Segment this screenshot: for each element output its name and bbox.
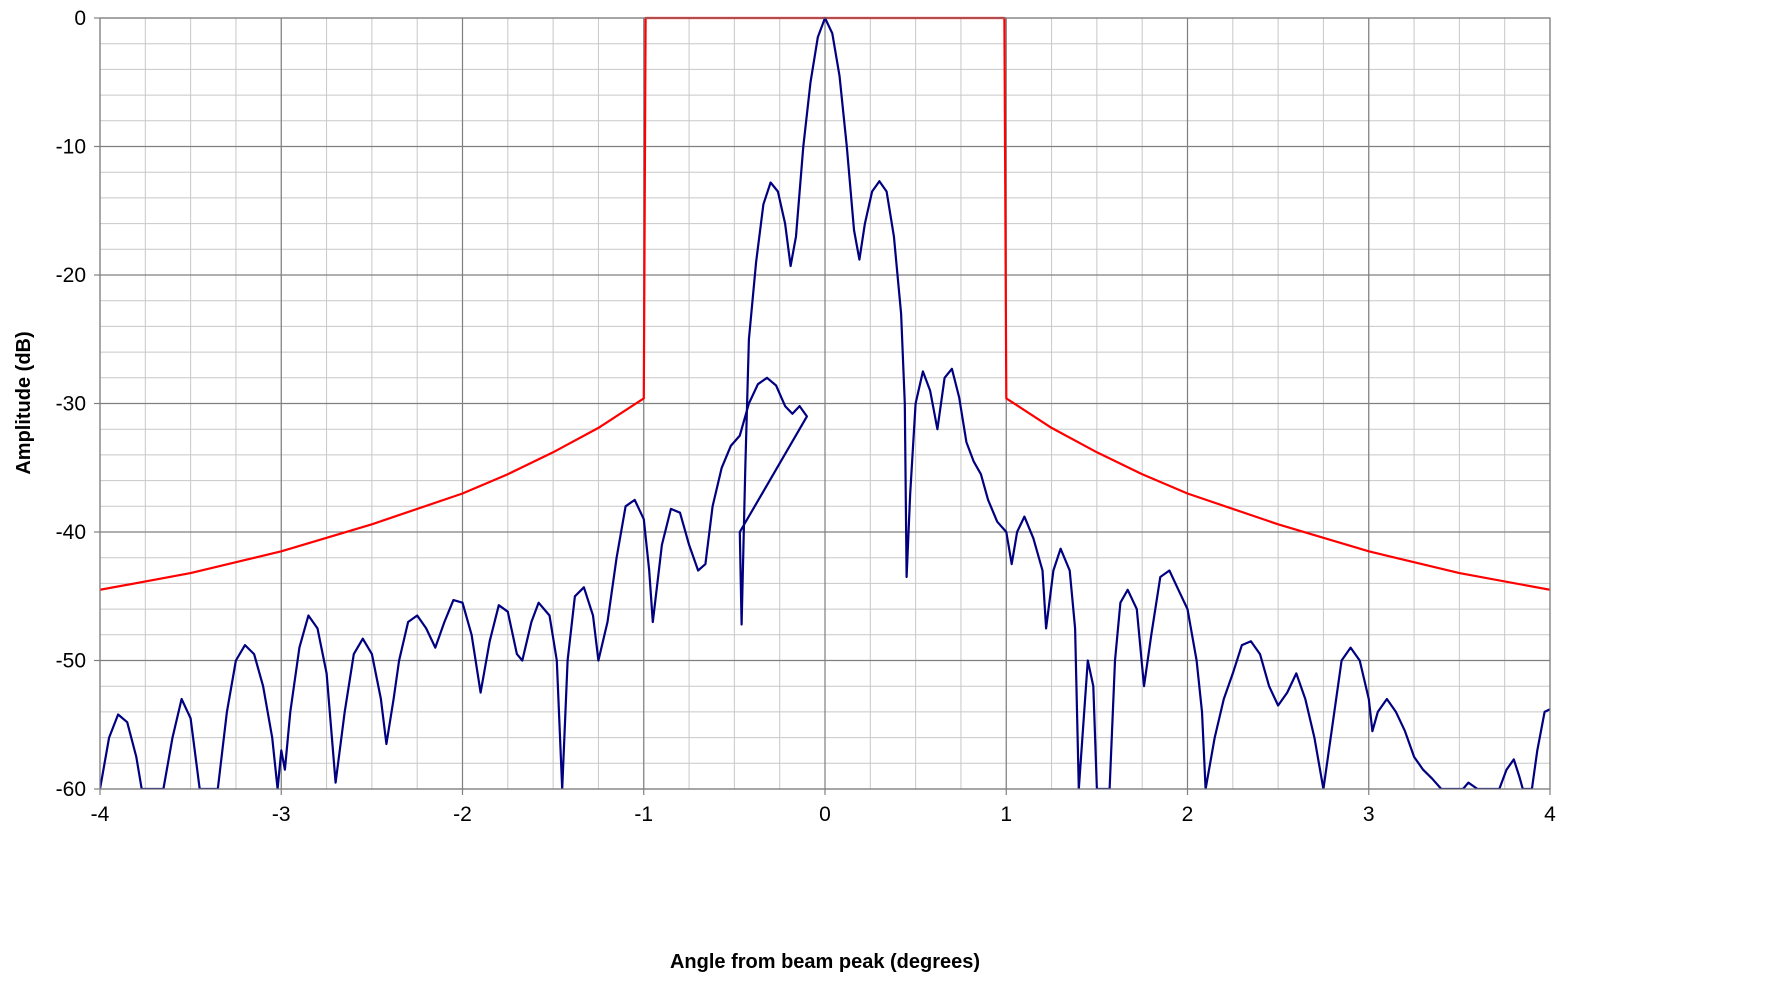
x-tick-label: 2 <box>1182 803 1194 826</box>
y-axis-title: Amplitude (dB) <box>13 331 35 474</box>
x-tick-label: -2 <box>453 803 472 826</box>
x-tick-label: -1 <box>634 803 653 826</box>
x-tick-label: -3 <box>272 803 291 826</box>
y-tick-label: -10 <box>56 136 86 159</box>
pattern-line <box>100 16 1550 789</box>
y-tick-label: -30 <box>56 393 86 416</box>
x-tick-label: 4 <box>1544 803 1556 826</box>
y-tick-label: -50 <box>56 650 86 673</box>
y-tick-label: -20 <box>56 264 86 287</box>
y-tick-labels: 0 -10 -20 -30 -40 -50 -60 <box>56 7 100 801</box>
x-tick-label: 3 <box>1363 803 1375 826</box>
y-tick-label: -40 <box>56 521 86 544</box>
x-axis-title: Angle from beam peak (degrees) <box>670 951 980 973</box>
y-tick-label: -60 <box>56 778 86 801</box>
x-tick-label: -4 <box>91 803 110 826</box>
x-tick-label: 0 <box>819 803 831 826</box>
x-tick-label: 1 <box>1000 803 1012 826</box>
y-tick-label: 0 <box>74 7 86 30</box>
x-tick-labels: -4 -3 -2 -1 0 1 2 3 4 <box>91 789 1556 826</box>
